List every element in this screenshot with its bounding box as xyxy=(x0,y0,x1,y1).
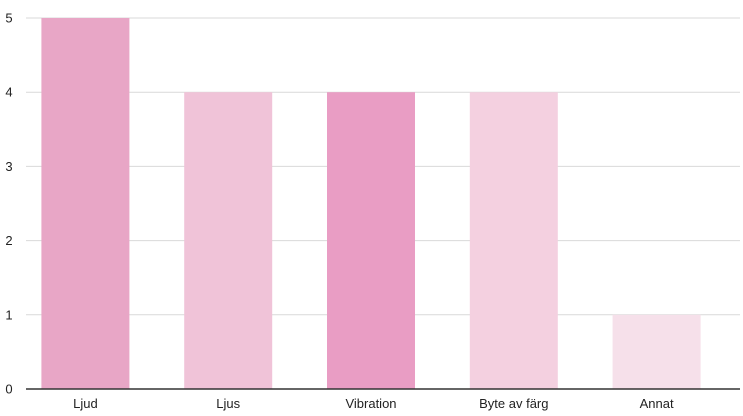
y-tick-label: 1 xyxy=(5,307,12,322)
x-tick-label: Byte av färg xyxy=(479,396,548,411)
y-axis-tick-labels: 0 1 2 3 4 5 xyxy=(5,11,12,397)
x-tick-label: Ljud xyxy=(73,396,98,411)
y-tick-label: 5 xyxy=(5,11,12,26)
y-tick-label: 3 xyxy=(5,159,12,174)
bars xyxy=(41,18,701,389)
bar-ljud xyxy=(41,18,130,389)
y-tick-label: 0 xyxy=(5,382,12,397)
x-axis-tick-labels: Ljud Ljus Vibration Byte av färg Annat xyxy=(73,396,674,411)
x-tick-label: Ljus xyxy=(216,396,240,411)
y-tick-label: 4 xyxy=(5,85,12,100)
x-tick-label: Annat xyxy=(640,396,674,411)
y-tick-label: 2 xyxy=(5,233,12,248)
bar-annat xyxy=(612,314,701,389)
bar-ljus xyxy=(184,92,273,389)
bar-byte-av-f-rg xyxy=(469,92,558,389)
bar-vibration xyxy=(327,92,415,389)
x-tick-label: Vibration xyxy=(345,396,396,411)
